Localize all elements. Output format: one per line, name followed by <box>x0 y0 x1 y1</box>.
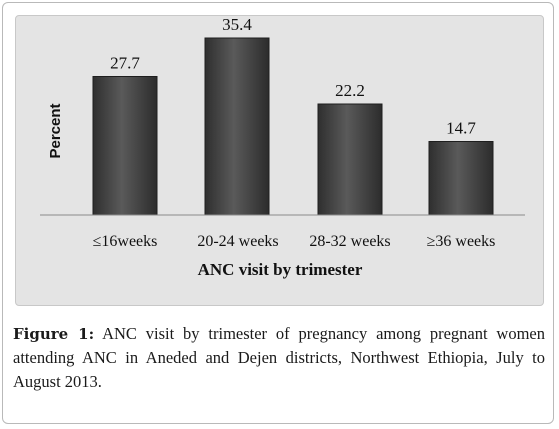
figure-caption-label: Figure 1: <box>13 325 95 343</box>
figure-caption: Figure 1: ANC visit by trimester of preg… <box>13 322 545 394</box>
x-axis-title: ANC visit by trimester <box>198 260 363 279</box>
data-label-4: 14.7 <box>446 119 476 138</box>
data-label-3: 22.2 <box>335 81 365 100</box>
data-label-1: 27.7 <box>110 54 140 73</box>
bar-chart: 27.7 35.4 22.2 14.7 ≤16weeks 20-24 weeks 28-3… <box>40 15 525 279</box>
bar-3 <box>317 103 383 216</box>
category-tick-label-2: 20-24 weeks <box>197 233 278 250</box>
category-tick-label-4: ≥36 weeks <box>427 233 496 250</box>
category-tick-label-1: ≤16weeks <box>93 233 158 250</box>
figure-caption-text: ANC visit by trimester of pregnancy amon… <box>13 324 545 391</box>
data-label-2: 35.4 <box>222 15 252 34</box>
bar-1 <box>92 76 158 216</box>
bar-4 <box>428 141 494 216</box>
y-axis-label: Percent <box>47 103 64 158</box>
category-tick-label-3: 28-32 weeks <box>309 233 390 250</box>
bar-2 <box>204 37 270 216</box>
